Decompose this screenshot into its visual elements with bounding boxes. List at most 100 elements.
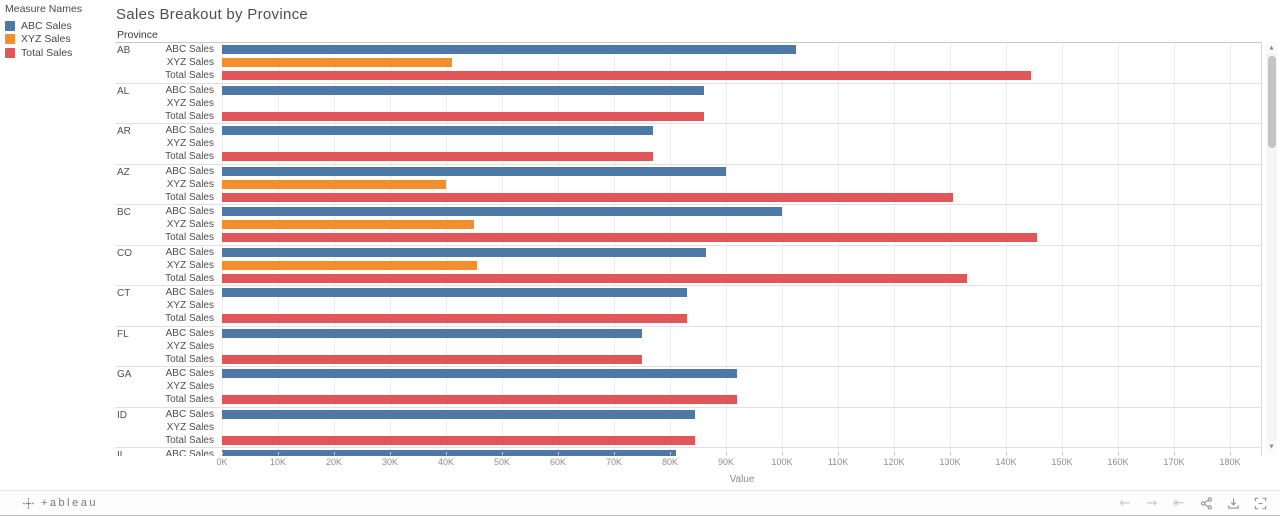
- bar-total-sales[interactable]: [222, 435, 696, 445]
- province-label[interactable]: GA: [117, 369, 132, 380]
- tableau-logo[interactable]: +ableau: [22, 497, 98, 510]
- bar-total-sales[interactable]: [222, 192, 953, 202]
- measure-label[interactable]: ABC Sales: [165, 44, 214, 56]
- measure-label[interactable]: ABC Sales: [165, 449, 214, 456]
- scroll-up-button[interactable]: ▲: [1266, 42, 1277, 54]
- bar-total-sales[interactable]: [222, 395, 738, 405]
- province-label[interactable]: AR: [117, 126, 131, 137]
- bar-abc-sales[interactable]: [222, 85, 704, 95]
- scroll-thumb[interactable]: [1267, 56, 1276, 148]
- legend-item-xyz-sales[interactable]: XYZ Sales: [5, 33, 82, 47]
- measure-label[interactable]: XYZ Sales: [166, 340, 214, 352]
- measure-label[interactable]: Total Sales: [165, 232, 214, 244]
- bar-abc-sales[interactable]: [222, 450, 676, 456]
- bar-xyz-sales[interactable]: [222, 58, 452, 68]
- measure-label[interactable]: ABC Sales: [165, 408, 214, 420]
- measure-label[interactable]: Total Sales: [165, 110, 214, 122]
- measure-row: ABC Sales: [115, 367, 1262, 380]
- bar-total-sales[interactable]: [222, 273, 967, 283]
- bar-xyz-sales[interactable]: [222, 179, 446, 189]
- measure-label[interactable]: ABC Sales: [165, 368, 214, 380]
- revert-button[interactable]: ⇤: [1171, 495, 1187, 511]
- bar-abc-sales[interactable]: [222, 126, 654, 136]
- bar-abc-sales[interactable]: [222, 247, 707, 257]
- bar-total-sales[interactable]: [222, 233, 1037, 243]
- province-label[interactable]: FL: [117, 328, 129, 340]
- measure-label[interactable]: ABC Sales: [165, 206, 214, 218]
- province-label[interactable]: ID: [117, 409, 127, 421]
- scroll-down-button[interactable]: ▼: [1266, 441, 1277, 453]
- bar-total-sales[interactable]: [222, 314, 687, 324]
- province-label[interactable]: IL: [117, 450, 126, 456]
- download-button[interactable]: [1225, 495, 1241, 511]
- bar-track: [222, 328, 1262, 338]
- measure-label[interactable]: XYZ Sales: [166, 138, 214, 150]
- legend-title: Measure Names: [5, 3, 83, 15]
- measure-label[interactable]: Total Sales: [165, 394, 214, 406]
- legend-item-total-sales[interactable]: Total Sales: [5, 46, 82, 60]
- bar-abc-sales[interactable]: [222, 409, 696, 419]
- measure-label[interactable]: ABC Sales: [165, 165, 214, 177]
- bar-abc-sales[interactable]: [222, 288, 687, 298]
- bar-xyz-sales[interactable]: [222, 260, 477, 270]
- bar-total-sales[interactable]: [222, 152, 654, 162]
- bar-track: [222, 288, 1262, 298]
- axis-tick-mark: [894, 452, 895, 455]
- measure-label[interactable]: Total Sales: [165, 313, 214, 325]
- bar-track: [222, 409, 1262, 419]
- measure-label[interactable]: ABC Sales: [165, 125, 214, 137]
- measure-label[interactable]: ABC Sales: [165, 84, 214, 96]
- measure-label[interactable]: XYZ Sales: [166, 97, 214, 109]
- measure-row: ABC Sales: [115, 408, 1262, 421]
- axis-tick-mark: [670, 452, 671, 455]
- axis-tick-mark: [1062, 452, 1063, 455]
- bar-abc-sales[interactable]: [222, 166, 726, 176]
- province-label[interactable]: AB: [117, 45, 131, 56]
- legend-item-abc-sales[interactable]: ABC Sales: [5, 19, 82, 33]
- measure-label[interactable]: XYZ Sales: [166, 219, 214, 231]
- row-groups: AB ABC Sales XYZ Sales Total Sales AL ABC Sal…: [115, 43, 1262, 456]
- measure-label[interactable]: XYZ Sales: [166, 381, 214, 393]
- bar-abc-sales[interactable]: [222, 369, 738, 379]
- axis-tick-mark: [502, 452, 503, 455]
- bar-total-sales[interactable]: [222, 354, 642, 364]
- axis-tick-label: 160K: [1107, 457, 1129, 467]
- province-column-header[interactable]: Province: [117, 29, 158, 41]
- measure-label[interactable]: XYZ Sales: [166, 57, 214, 69]
- axis-tick-mark: [782, 452, 783, 455]
- measure-label[interactable]: ABC Sales: [165, 246, 214, 258]
- measure-label[interactable]: XYZ Sales: [166, 421, 214, 433]
- bar-xyz-sales[interactable]: [222, 220, 474, 230]
- bar-total-sales[interactable]: [222, 71, 1032, 81]
- province-label[interactable]: BC: [117, 207, 131, 218]
- measure-label[interactable]: Total Sales: [165, 151, 214, 163]
- fullscreen-button[interactable]: [1252, 495, 1268, 511]
- measure-label[interactable]: XYZ Sales: [166, 178, 214, 190]
- province-label[interactable]: CT: [117, 288, 131, 299]
- bar-abc-sales[interactable]: [222, 207, 782, 217]
- measure-label[interactable]: XYZ Sales: [166, 300, 214, 312]
- axis-tick-mark: [614, 452, 615, 455]
- bar-abc-sales[interactable]: [222, 328, 642, 338]
- measure-label[interactable]: ABC Sales: [165, 327, 214, 339]
- bar-abc-sales[interactable]: [222, 45, 796, 55]
- measure-label[interactable]: Total Sales: [165, 434, 214, 446]
- province-label[interactable]: AL: [117, 85, 130, 97]
- axis-tick-label: 0K: [216, 457, 228, 467]
- measure-label[interactable]: Total Sales: [165, 70, 214, 82]
- measure-label[interactable]: Total Sales: [165, 353, 214, 365]
- undo-button[interactable]: ←: [1117, 495, 1133, 511]
- province-label[interactable]: AZ: [117, 166, 130, 178]
- bar-total-sales[interactable]: [222, 111, 704, 121]
- axis-tick-label: 10K: [269, 457, 287, 467]
- measure-label[interactable]: Total Sales: [165, 191, 214, 203]
- measure-label[interactable]: XYZ Sales: [166, 259, 214, 271]
- share-button[interactable]: [1198, 495, 1214, 511]
- vertical-scrollbar[interactable]: ▲ ▼: [1266, 42, 1277, 453]
- province-label[interactable]: CO: [117, 247, 132, 259]
- redo-button[interactable]: →: [1144, 495, 1160, 511]
- axis-tick-mark: [334, 452, 335, 455]
- measure-label[interactable]: ABC Sales: [165, 287, 214, 299]
- axis-tick-label: 100K: [771, 457, 793, 467]
- measure-label[interactable]: Total Sales: [165, 272, 214, 284]
